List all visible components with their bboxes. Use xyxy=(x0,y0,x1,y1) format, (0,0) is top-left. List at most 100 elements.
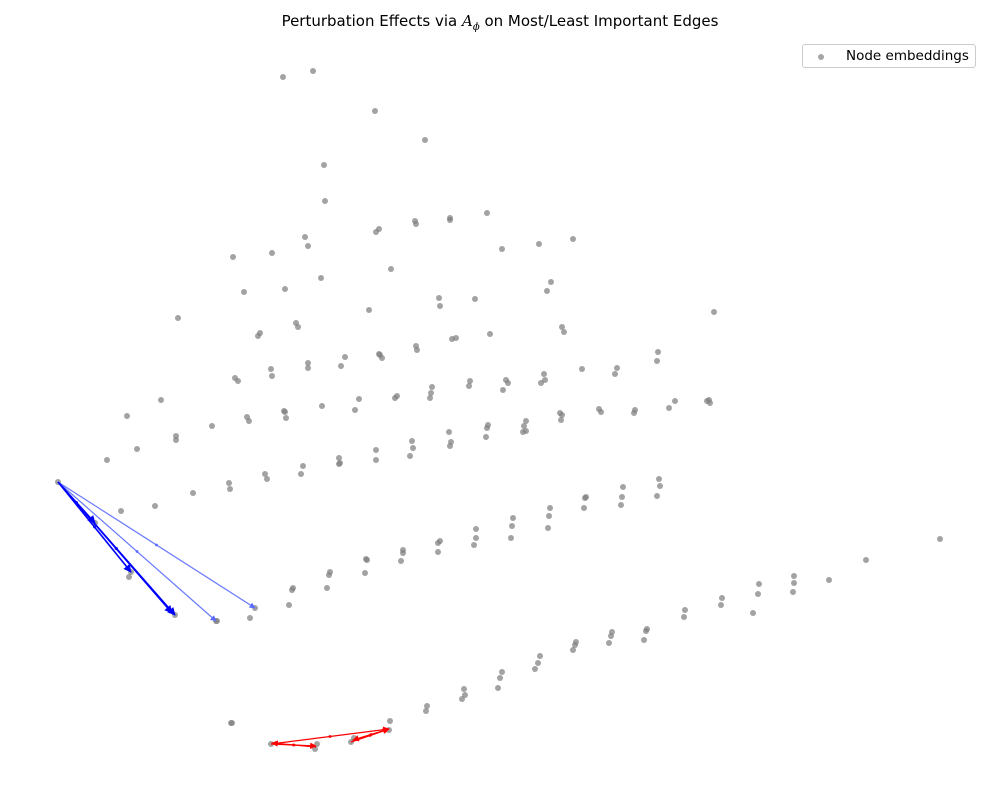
node-embedding-point xyxy=(532,666,538,672)
node-embedding-point xyxy=(422,137,428,143)
node-embedding-point xyxy=(654,358,660,364)
node-embedding-point xyxy=(269,250,275,256)
node-embedding-point xyxy=(719,595,725,601)
node-embedding-point xyxy=(352,407,358,413)
node-embedding-point xyxy=(134,446,140,452)
node-embedding-point xyxy=(472,296,478,302)
node-embedding-point xyxy=(118,508,124,514)
node-embedding-point xyxy=(410,445,416,451)
node-embedding-point xyxy=(656,476,662,482)
node-embedding-point xyxy=(247,615,253,621)
node-embedding-point xyxy=(755,591,761,597)
node-embedding-point xyxy=(124,413,130,419)
node-embedding-point xyxy=(446,429,452,435)
node-embedding-point xyxy=(338,363,344,369)
node-embedding-point xyxy=(618,502,624,508)
node-embedding-point xyxy=(644,626,650,632)
node-embedding-point xyxy=(318,275,324,281)
node-embedding-point xyxy=(682,607,688,613)
node-embedding-point xyxy=(414,347,420,353)
node-embedding-point xyxy=(631,410,637,416)
edge-midpoint-marker xyxy=(135,550,139,553)
node-embedding-point xyxy=(790,589,796,595)
node-embedding-point xyxy=(152,503,158,509)
node-embedding-point xyxy=(173,437,179,443)
node-embedding-point xyxy=(241,289,247,295)
node-embedding-point xyxy=(283,415,289,421)
node-embedding-point xyxy=(499,669,505,675)
node-embedding-point xyxy=(461,686,467,692)
node-embedding-point xyxy=(400,547,406,553)
legend-label-node-embeddings: Node embeddings xyxy=(846,48,969,64)
edge-midpoint-marker xyxy=(155,543,158,547)
node-embedding-point xyxy=(398,558,404,564)
node-embedding-point xyxy=(579,366,585,372)
node-embedding-point xyxy=(462,692,468,698)
node-embedding-point xyxy=(559,412,565,418)
node-embedding-point xyxy=(373,457,379,463)
node-embedding-point xyxy=(190,490,196,496)
node-embedding-point xyxy=(657,483,663,489)
node-embedding-point xyxy=(583,494,589,500)
node-embedding-point xyxy=(581,505,587,511)
node-embedding-point xyxy=(863,557,869,563)
node-embedding-point xyxy=(499,246,505,252)
node-embedding-point xyxy=(523,428,529,434)
node-embedding-point xyxy=(435,549,441,555)
node-embedding-point xyxy=(290,585,296,591)
node-embedding-point xyxy=(229,720,235,726)
node-embedding-point xyxy=(548,279,554,285)
node-embedding-point xyxy=(453,335,459,341)
node-embedding-point xyxy=(521,423,527,429)
edge-midpoint-marker xyxy=(328,735,332,738)
node-embedding-point xyxy=(791,580,797,586)
node-embedding-point xyxy=(561,329,567,335)
node-embedding-point xyxy=(495,685,501,691)
node-embedding-point xyxy=(327,569,333,575)
node-embedding-point xyxy=(612,371,618,377)
node-embedding-point xyxy=(286,602,292,608)
node-embedding-point xyxy=(655,349,661,355)
node-embedding-point xyxy=(706,397,712,403)
node-embedding-point xyxy=(423,708,429,714)
node-embedding-point xyxy=(427,395,433,401)
node-embedding-point xyxy=(227,486,233,492)
node-embedding-point xyxy=(484,210,490,216)
node-embedding-point xyxy=(235,378,241,384)
node-embedding-point xyxy=(394,393,400,399)
node-embedding-point xyxy=(407,453,413,459)
edge-midpoint-marker xyxy=(369,733,373,736)
node-embedding-point xyxy=(424,703,430,709)
node-embedding-point xyxy=(388,266,394,272)
node-embedding-point xyxy=(409,438,415,444)
node-embedding-point xyxy=(356,396,362,402)
node-embedding-point xyxy=(497,675,503,681)
node-embedding-point xyxy=(509,523,515,529)
node-embedding-point xyxy=(428,390,434,396)
chart-title: Perturbation Effects via Aϕ on Most/Leas… xyxy=(0,12,1000,33)
perturbation-edges xyxy=(57,481,390,749)
node-embedding-point xyxy=(322,198,328,204)
node-embedding-point xyxy=(300,463,306,469)
node-embedding-point xyxy=(319,403,325,409)
node-embedding-point xyxy=(510,515,516,521)
node-embedding-point xyxy=(473,535,479,541)
node-embedding-point xyxy=(175,315,181,321)
legend-marker-node-embeddings xyxy=(818,54,824,60)
node-embedding-point xyxy=(547,505,553,511)
node-embedding-point xyxy=(268,366,274,372)
node-embedding-point xyxy=(541,371,547,377)
node-embedding-point xyxy=(429,384,435,390)
node-embedding-point xyxy=(791,573,797,579)
title-math-base: A xyxy=(462,12,473,30)
node-embedding-point xyxy=(508,535,514,541)
node-embedding-point xyxy=(609,629,615,635)
node-embedding-point xyxy=(226,480,232,486)
node-embedding-point xyxy=(598,409,604,415)
title-math-subscript: ϕ xyxy=(472,22,480,33)
node-embedding-point xyxy=(536,241,542,247)
node-embedding-point xyxy=(523,418,529,424)
title-prefix: Perturbation Effects via xyxy=(281,12,462,30)
node-embedding-point xyxy=(372,108,378,114)
